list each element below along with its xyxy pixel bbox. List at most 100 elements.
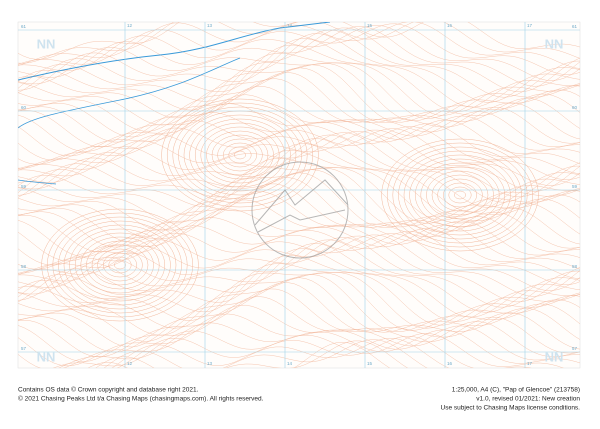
contour-ring xyxy=(403,154,517,236)
contour-ring xyxy=(108,256,132,274)
contour-line xyxy=(18,167,580,224)
contour-line xyxy=(18,263,580,326)
contour-line xyxy=(18,132,580,198)
contour-ring xyxy=(69,228,171,302)
contour-ring xyxy=(392,146,528,244)
northing-label: 60 xyxy=(21,105,27,110)
contour-ring xyxy=(114,260,126,270)
contour-line xyxy=(18,172,580,243)
contour-line xyxy=(18,167,580,231)
contour-ring xyxy=(166,102,314,208)
contour-ring xyxy=(222,142,258,168)
contour-ring xyxy=(102,252,138,278)
grid xyxy=(18,22,580,368)
northing-label: 57 xyxy=(21,346,27,351)
contour-line xyxy=(52,330,564,368)
contour-line xyxy=(111,337,450,368)
loch-shore xyxy=(18,57,241,129)
contour-ring xyxy=(97,248,143,282)
contour-line xyxy=(18,128,580,180)
contour-line xyxy=(18,134,580,203)
contour-ring xyxy=(437,178,483,212)
contour-ring xyxy=(58,220,182,310)
contour-line xyxy=(18,296,580,362)
contour-line xyxy=(18,23,580,75)
contour-line xyxy=(95,340,408,368)
contour-ring xyxy=(426,170,494,220)
contour-ring xyxy=(86,240,154,290)
contour-line xyxy=(18,143,580,213)
easting-label: 13 xyxy=(207,23,213,28)
easting-label: 15 xyxy=(367,361,373,366)
logo xyxy=(251,161,349,259)
contour-line xyxy=(18,199,580,262)
contour-line xyxy=(18,233,580,286)
contour-line xyxy=(18,78,580,148)
northing-label: 60 xyxy=(572,105,578,110)
contour-line xyxy=(58,322,580,368)
contour-line xyxy=(18,304,580,367)
contour-ring xyxy=(183,114,297,196)
corner-label: NN xyxy=(37,349,56,364)
easting-label: 17 xyxy=(527,361,533,366)
river xyxy=(18,22,331,81)
grid-labels: 12 12 13 13 14 14 15 15 16 16 17 17 61 61 60 60 59 59 58 58… xyxy=(21,23,577,366)
contour-ring xyxy=(431,174,489,216)
rivers xyxy=(18,22,331,185)
contour-line xyxy=(18,288,580,358)
contour-ring xyxy=(420,166,500,224)
contour-ring xyxy=(46,212,194,318)
contour-ring xyxy=(189,118,291,192)
contour-line xyxy=(18,64,580,132)
easting-label: 12 xyxy=(127,361,133,366)
contour-ring xyxy=(454,190,466,200)
easting-label: 16 xyxy=(447,361,453,366)
contour-ring xyxy=(41,208,199,322)
contour-ring xyxy=(409,158,511,232)
northing-label: 59 xyxy=(21,184,27,189)
contour-line xyxy=(18,26,580,87)
contour-line xyxy=(18,255,580,322)
contour-ring xyxy=(442,182,478,208)
contour-ring xyxy=(381,138,539,252)
contour-line xyxy=(18,94,580,157)
contour-ring xyxy=(52,216,188,314)
footer-text: © 2021 Chasing Peaks Ltd t/a Chasing Map… xyxy=(18,395,264,403)
footer-text: 1:25,000, A4 (C), "Pap of Glencoe" (2137… xyxy=(452,387,580,394)
contour-line xyxy=(18,225,580,274)
northing-label: 58 xyxy=(21,264,27,269)
northing-label: 57 xyxy=(572,346,578,351)
corner-label: NN xyxy=(37,36,56,51)
contour-ring xyxy=(63,224,177,306)
contour-line xyxy=(18,277,580,348)
northing-label: 58 xyxy=(572,264,578,269)
contour-line xyxy=(18,150,580,217)
logo-circle xyxy=(251,161,349,259)
contour-line xyxy=(18,272,580,329)
stream xyxy=(18,179,57,185)
contour-ring xyxy=(206,130,274,180)
contour-line xyxy=(18,272,580,336)
contour-line xyxy=(18,72,580,143)
contour-line xyxy=(18,231,580,279)
corner-label: NN xyxy=(545,349,564,364)
easting-label: 14 xyxy=(287,23,293,28)
contour-ring xyxy=(234,150,246,160)
contour-ring xyxy=(172,106,308,204)
contour-line xyxy=(116,335,532,368)
contour-line xyxy=(18,22,580,64)
contour-line xyxy=(18,85,580,152)
contour-line xyxy=(18,126,580,174)
contour-line xyxy=(18,237,580,303)
contour-ring xyxy=(414,162,506,228)
contours xyxy=(18,22,580,368)
contour-ring xyxy=(80,236,160,294)
contour-line xyxy=(18,33,580,103)
contour-line xyxy=(18,52,580,116)
contour-ring xyxy=(228,146,252,164)
logo-mountain xyxy=(254,179,349,233)
footer-text: Contains OS data © Crown copyright and d… xyxy=(18,386,199,394)
corner-label: NN xyxy=(545,36,564,51)
easting-label: 16 xyxy=(447,23,453,28)
contour-line xyxy=(18,120,580,169)
